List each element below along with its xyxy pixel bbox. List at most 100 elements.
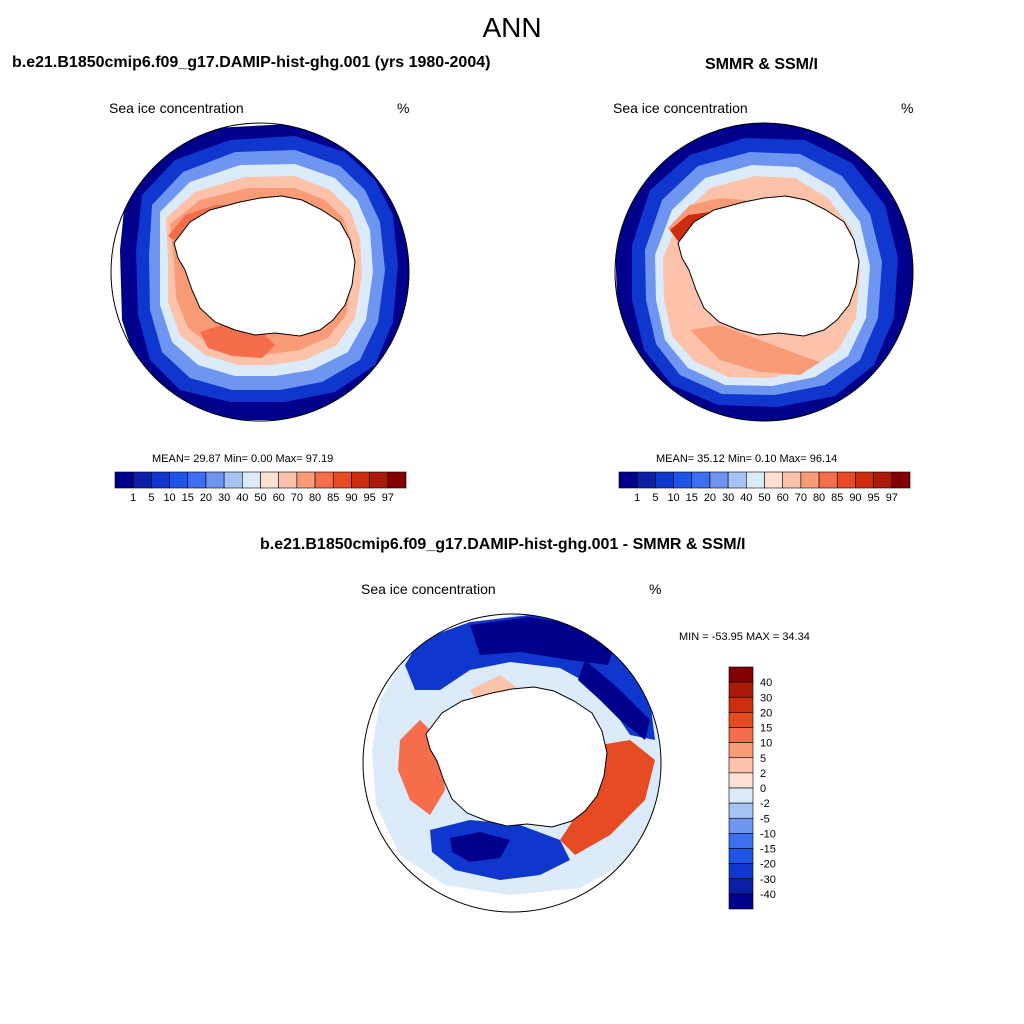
colorbar-swatch — [636, 471, 656, 489]
obs-panel-title: SMMR & SSM/I — [705, 56, 818, 73]
model-map-boundary — [110, 122, 410, 422]
colorbar-tick-label: 50 — [758, 492, 770, 504]
colorbar-swatch — [727, 471, 747, 489]
colorbar-tick-label: 90 — [345, 492, 357, 504]
colorbar-swatch — [746, 471, 765, 489]
colorbar-swatch — [169, 471, 189, 489]
colorbar-swatch — [728, 666, 754, 683]
colorbar-tick-label: -10 — [760, 828, 776, 840]
colorbar-tick-label: -2 — [760, 798, 770, 810]
colorbar-swatch — [223, 471, 243, 489]
colorbar-swatch — [728, 848, 754, 864]
obs-colorbar: 1 5 10 15 20 30 40 50 60 70 80 85 90 95 97 — [618, 471, 911, 504]
model-antarctica — [173, 195, 356, 337]
obs-map-boundary — [614, 122, 914, 422]
colorbar-swatch — [728, 696, 754, 713]
colorbar-tick-label: 85 — [327, 492, 339, 504]
colorbar-tick-label: 95 — [364, 492, 376, 504]
colorbar-tick-label: 20 — [704, 492, 716, 504]
obs-sea-ice-map — [614, 122, 914, 422]
colorbar-swatch — [132, 471, 152, 489]
colorbar-swatch — [351, 471, 370, 489]
colorbar-swatch — [296, 471, 316, 489]
colorbar-swatch — [728, 863, 754, 880]
model-stats: MEAN= 29.87 Min= 0.00 Max= 97.19 — [152, 453, 334, 465]
colorbar-swatch — [691, 471, 711, 489]
colorbar-swatch — [242, 471, 261, 489]
colorbar-swatch — [836, 471, 856, 489]
colorbar-tick-label: 1 — [634, 492, 640, 504]
colorbar-tick-label: 60 — [273, 492, 285, 504]
colorbar-tick-label: 5 — [652, 492, 658, 504]
colorbar-tick-label: -15 — [760, 844, 776, 856]
diff-panel-title: b.e21.B1850cmip6.f09_g17.DAMIP-hist-ghg.… — [260, 536, 746, 553]
colorbar-swatch — [151, 471, 170, 489]
diff-units-label: % — [649, 581, 662, 597]
colorbar-tick-label: -5 — [760, 813, 770, 825]
colorbar-swatch — [387, 471, 407, 489]
model-sea-ice-map — [110, 122, 410, 422]
colorbar-tick-label: 95 — [868, 492, 880, 504]
colorbar-swatch — [205, 471, 225, 489]
colorbar-swatch — [332, 471, 352, 489]
colorbar-tick-label: 97 — [382, 492, 394, 504]
model-colorbar: 1 5 10 15 20 30 40 50 60 70 80 85 90 95 97 — [114, 471, 407, 504]
colorbar-tick-label: 50 — [254, 492, 266, 504]
colorbar-swatch — [114, 471, 134, 489]
obs-variable-label: Sea ice concentration — [613, 100, 748, 116]
colorbar-tick-label: 70 — [291, 492, 303, 504]
colorbar-tick-label: 85 — [831, 492, 843, 504]
colorbar-swatch — [655, 471, 674, 489]
colorbar-tick-label: 10 — [667, 492, 679, 504]
diff-antarctica — [425, 686, 608, 828]
colorbar-swatch — [800, 471, 820, 489]
colorbar-swatch — [728, 878, 754, 895]
colorbar-swatch — [278, 471, 298, 489]
colorbar-tick-label: 2 — [760, 768, 766, 780]
colorbar-swatch — [709, 471, 729, 489]
colorbar-tick-label: 40 — [760, 677, 772, 689]
colorbar-tick-label: 15 — [182, 492, 194, 504]
colorbar-swatch — [728, 681, 754, 698]
colorbar-tick-label: 97 — [886, 492, 898, 504]
model-panel-title: b.e21.B1850cmip6.f09_g17.DAMIP-hist-ghg.… — [12, 54, 491, 71]
diff-map-boundary — [362, 613, 662, 913]
colorbar-tick-label: 5 — [148, 492, 154, 504]
colorbar-swatch — [782, 471, 802, 489]
figure-title: ANN — [482, 12, 542, 43]
diff-minmax: MIN = -53.95 MAX = 34.34 — [679, 631, 810, 643]
colorbar-tick-label: 10 — [760, 738, 772, 750]
colorbar-tick-label: 90 — [849, 492, 861, 504]
colorbar-swatch — [728, 802, 754, 819]
colorbar-swatch — [818, 471, 838, 489]
colorbar-swatch — [855, 471, 874, 489]
colorbar-tick-label: 1 — [130, 492, 136, 504]
colorbar-tick-label: 0 — [760, 783, 766, 795]
colorbar-tick-label: -20 — [760, 859, 776, 871]
colorbar-tick-label: 40 — [236, 492, 248, 504]
colorbar-tick-label: 20 — [760, 707, 772, 719]
colorbar-tick-label: 70 — [795, 492, 807, 504]
colorbar-swatch — [728, 712, 754, 728]
colorbar-tick-label: 10 — [163, 492, 175, 504]
obs-stats: MEAN= 35.12 Min= 0.10 Max= 96.14 — [656, 453, 838, 465]
colorbar-swatch — [873, 471, 893, 489]
colorbar-swatch — [728, 787, 754, 804]
obs-units-label: % — [901, 100, 914, 116]
colorbar-swatch — [673, 471, 693, 489]
colorbar-tick-label: 80 — [309, 492, 321, 504]
colorbar-tick-label: 40 — [740, 492, 752, 504]
colorbar-swatch — [728, 817, 754, 834]
colorbar-swatch — [260, 471, 279, 489]
colorbar-swatch — [187, 471, 207, 489]
model-units-label: % — [397, 100, 410, 116]
colorbar-tick-label: 60 — [777, 492, 789, 504]
colorbar-tick-label: -30 — [760, 874, 776, 886]
colorbar-tick-label: 15 — [760, 723, 772, 735]
colorbar-swatch — [728, 757, 754, 774]
obs-antarctica — [677, 195, 860, 337]
colorbar-swatch — [728, 727, 754, 743]
model-variable-label: Sea ice concentration — [109, 100, 244, 116]
